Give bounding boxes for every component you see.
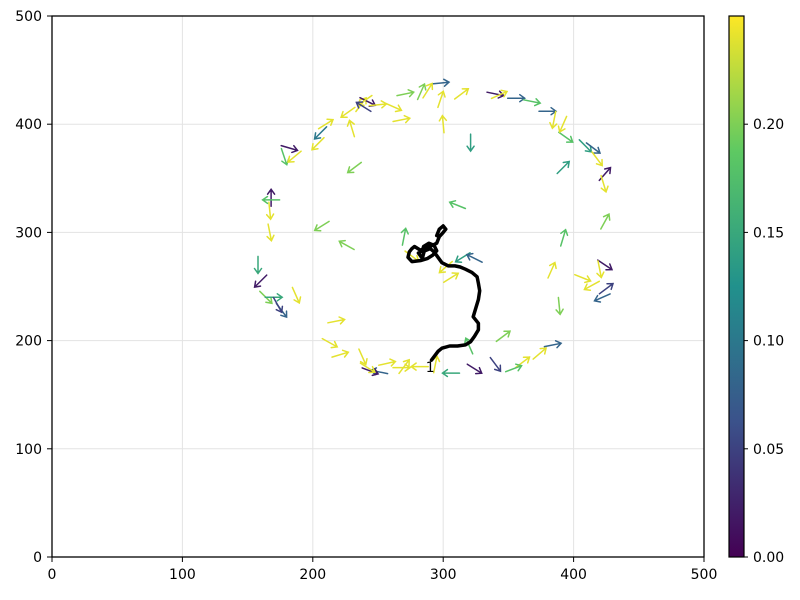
vector-arrow <box>398 358 410 375</box>
vector-arrow <box>422 82 434 99</box>
x-tick-label: 300 <box>430 567 457 583</box>
vector-arrow <box>338 239 355 251</box>
colorbar-tick-label: 0.00 <box>753 550 784 566</box>
vector-arrow <box>448 200 467 210</box>
vector-arrow <box>559 228 569 247</box>
vector-arrow <box>465 252 483 263</box>
vector-arrow <box>506 93 526 103</box>
vector-arrow <box>287 150 302 163</box>
vector-arrow <box>593 293 611 303</box>
y-tick-label: 500 <box>15 9 42 25</box>
vector-arrow <box>378 358 397 367</box>
colorbar-tick-label: 0.10 <box>753 334 784 350</box>
vector-arrow <box>400 227 409 246</box>
y-tick-label: 400 <box>15 117 42 133</box>
vector-arrow <box>600 174 609 194</box>
vector-arrow <box>585 142 602 154</box>
plot-background <box>52 16 704 557</box>
vector-arrow <box>327 316 346 325</box>
colorbar-ticks: 0.00 0.05 0.10 0.15 0.20 <box>744 117 784 566</box>
vector-arrow <box>272 296 284 314</box>
vector-arrow <box>358 348 368 366</box>
vector-arrow <box>495 330 512 343</box>
y-tick-label: 0 <box>33 550 42 566</box>
y-tick-label: 100 <box>15 442 42 458</box>
vector-arrow <box>266 188 276 208</box>
trajectory-start-label: 1 <box>426 360 435 376</box>
vector-arrow <box>291 286 302 305</box>
y-tick-label: 200 <box>15 334 42 350</box>
vector-arrow <box>280 144 299 154</box>
vector-arrow <box>504 363 523 373</box>
vector-arrow <box>574 273 592 284</box>
vector-arrow <box>490 89 509 100</box>
vector-arrow <box>600 212 611 230</box>
vector-arrow <box>317 118 335 130</box>
trajectory-line <box>406 224 482 362</box>
x-tick-label: 100 <box>169 567 196 583</box>
vector-arrow <box>359 362 376 374</box>
vector-arrow <box>392 363 412 372</box>
vector-arrow <box>392 114 412 124</box>
vector-arrow <box>313 126 328 140</box>
vector-arrow <box>261 195 281 205</box>
colorbar-tick-label: 0.05 <box>753 442 784 458</box>
x-tick-label: 500 <box>691 567 718 583</box>
vector-arrow <box>331 349 350 358</box>
vector-arrow <box>557 115 568 134</box>
vector-arrow <box>265 201 275 221</box>
vector-arrow <box>396 89 415 98</box>
vector-arrow <box>311 136 325 151</box>
vector-arrow <box>515 356 531 369</box>
vector-arrow <box>313 220 330 232</box>
vector-arrow <box>556 160 571 175</box>
vector-arrow <box>466 133 475 153</box>
vector-arrow <box>409 362 429 371</box>
vector-arrow <box>598 282 615 295</box>
vector-arrow <box>346 161 363 174</box>
plot-frame <box>51 15 705 558</box>
vector-arrow <box>340 106 356 118</box>
vector-arrow <box>453 88 470 100</box>
x-axis-ticks: 0 100 200 300 400 500 <box>48 557 718 583</box>
vector-arrow <box>443 272 460 284</box>
colorbar <box>728 15 745 558</box>
vector-arrow <box>385 102 403 113</box>
vector-arrow <box>253 274 268 289</box>
vector-arrow <box>549 110 558 130</box>
vector-arrow <box>597 259 614 271</box>
vector-arrow <box>583 280 601 291</box>
vector-arrow <box>431 78 451 87</box>
vector-arrow <box>346 119 356 138</box>
vector-arrow <box>466 363 483 375</box>
vector-arrow <box>438 260 454 274</box>
vector-arrow <box>416 82 427 101</box>
vector-arrow <box>253 255 263 275</box>
vector-arrow <box>591 151 603 167</box>
vector-arrow <box>355 101 372 113</box>
vector-arrow <box>321 337 339 349</box>
y-axis-ticks: 0 100 200 300 400 500 <box>15 9 52 566</box>
y-tick-label: 300 <box>15 225 42 241</box>
vector-arrow <box>489 356 502 373</box>
vector-arrow <box>532 347 548 360</box>
colorbar-tick-label: 0.20 <box>753 117 784 133</box>
vector-arrow <box>486 90 505 99</box>
vector-arrow <box>543 340 563 349</box>
vector-arrow <box>463 337 474 355</box>
colorbar-tick-label: 0.15 <box>753 225 784 241</box>
vector-arrow <box>522 98 542 107</box>
x-tick-label: 400 <box>560 567 587 583</box>
x-tick-label: 0 <box>48 567 57 583</box>
vector-arrow <box>596 260 605 279</box>
vector-arrow <box>266 223 275 242</box>
vector-arrow <box>438 114 448 134</box>
vector-arrow <box>437 90 446 109</box>
vector-arrow <box>441 368 461 378</box>
vector-arrow <box>547 261 557 279</box>
x-tick-label: 200 <box>299 567 326 583</box>
vector-arrow <box>555 296 564 316</box>
vector-arrow <box>558 131 574 143</box>
